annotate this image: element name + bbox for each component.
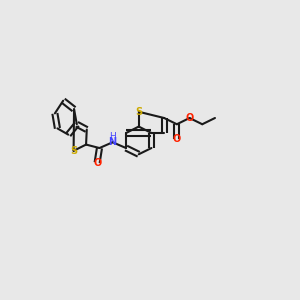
Text: N: N (109, 137, 117, 147)
Text: S: S (135, 107, 142, 117)
Text: H: H (109, 132, 116, 141)
Text: O: O (173, 134, 181, 144)
Text: O: O (185, 113, 194, 123)
Text: O: O (93, 158, 101, 168)
Text: S: S (70, 146, 77, 156)
